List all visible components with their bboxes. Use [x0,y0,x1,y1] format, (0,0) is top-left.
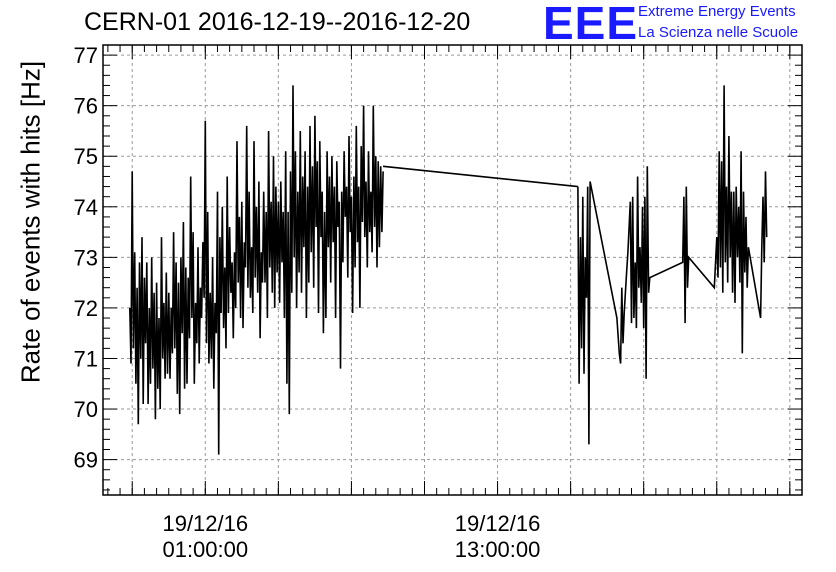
x-tick-label-date: 19/12/16 [455,511,541,536]
y-tick-label: 76 [74,94,98,119]
series-line-3 [577,85,768,445]
chart-title: CERN-01 2016-12-19--2016-12-20 [84,8,471,36]
y-tick-label: 72 [74,296,98,321]
eee-logo: EEE [543,0,639,49]
y-tick-label: 74 [74,195,98,220]
y-tick-label: 70 [74,397,98,422]
y-tick-label: 77 [74,43,98,68]
y-tick-label: 69 [74,448,98,473]
x-tick-label-date: 19/12/16 [162,511,248,536]
logo-subtitle-line1: Extreme Energy Events [638,3,796,20]
series-line-1 [129,85,384,455]
series-group [129,85,768,455]
x-tick-label-time: 13:00:00 [455,537,541,562]
x-tick-label-time: 01:00:00 [162,537,248,562]
series-line-2 [383,165,578,188]
y-tick-label: 71 [74,346,98,371]
logo-subtitle-line2: La Scienza nelle Scuole [638,24,799,41]
plot-frame [102,44,803,496]
y-tick-label: 75 [74,144,98,169]
axes: 69707172737475767719/12/1601:00:0019/12/… [74,43,803,562]
y-tick-label: 73 [74,245,98,270]
